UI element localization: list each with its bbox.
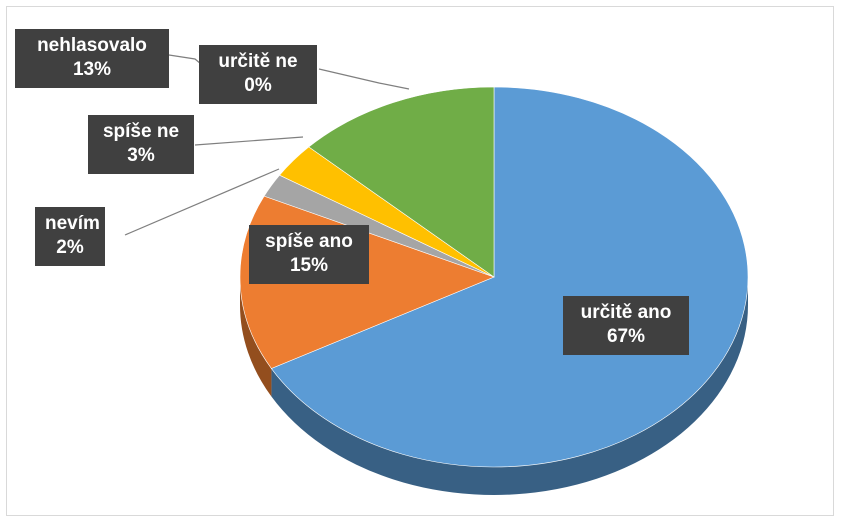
pie-slice-nehlasovalo: [308, 86, 495, 278]
data-label-value: 3%: [127, 145, 155, 166]
leader-line-urcite-ne: [318, 68, 410, 90]
pie-chart: [124, 54, 749, 496]
pie-slice-side-urcite-ano: [271, 277, 748, 496]
pie-slices: [239, 86, 749, 496]
data-label-nevim: nevím 2%: [35, 207, 105, 266]
data-label-value: 0%: [244, 75, 272, 96]
data-label-category: nevím: [45, 213, 100, 234]
data-label-category: spíše ne: [102, 121, 180, 142]
data-label-value: 2%: [56, 237, 84, 258]
data-label-value: 13%: [72, 59, 112, 80]
data-label-value: 67%: [606, 326, 646, 347]
leader-line-nevim: [124, 168, 280, 236]
data-label-nehlasovalo: nehlasovalo 13%: [15, 29, 169, 88]
data-label-urcite-ano: určitě ano 67%: [563, 296, 689, 355]
data-label-spise-ne: spíše ne 3%: [88, 115, 194, 174]
data-label-value: 15%: [289, 255, 329, 276]
pie-slice-urcite-ano: [270, 86, 749, 468]
leader-line-spise-ne: [194, 136, 304, 146]
pie-slice-side-spise-ano: [240, 277, 272, 397]
data-label-urcite-ne: určitě ne 0%: [199, 45, 317, 104]
data-label-category: nehlasovalo: [37, 35, 147, 56]
data-label-category: určitě ano: [580, 302, 672, 323]
data-label-category: spíše ano: [265, 231, 353, 252]
chart-frame: určitě ano 67% spíše ano 15% nevím 2% sp…: [6, 6, 834, 516]
data-label-spise-ano: spíše ano 15%: [249, 225, 369, 284]
data-label-category: určitě ne: [218, 51, 298, 72]
